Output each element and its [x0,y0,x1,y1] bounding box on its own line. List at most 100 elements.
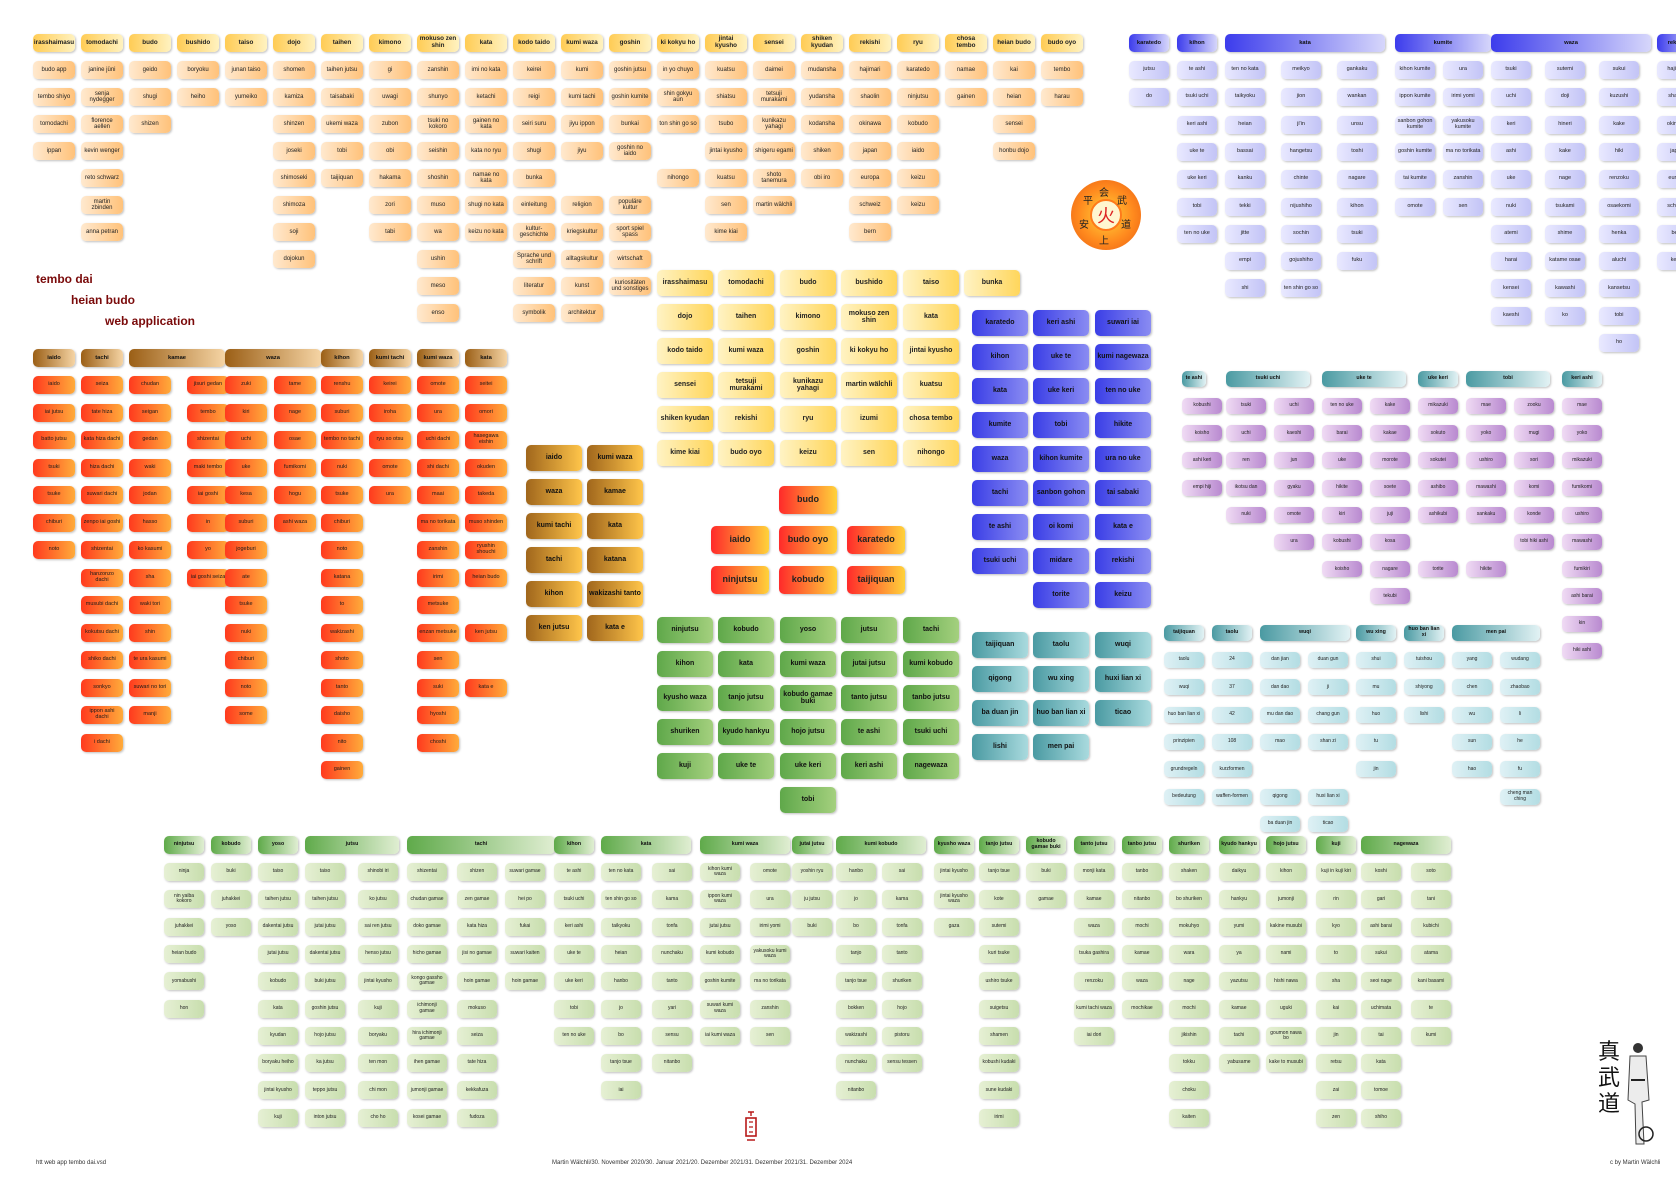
tile-keri-ashi[interactable]: keri ashi [841,753,897,779]
tile-sensei[interactable]: sensei [657,372,713,398]
tile-kaiten[interactable]: kaiten [1169,1108,1209,1127]
tile-kongo-gassho-gamae[interactable]: kongo gassho gamae [407,972,447,991]
tile-uke[interactable]: uke [1491,170,1531,189]
header-nagewaza[interactable]: nagewaza [1361,836,1451,854]
tile-jo[interactable]: jo [601,999,641,1018]
tile-unsu[interactable]: unsu [1337,115,1377,134]
tile-nagare[interactable]: nagare [1337,170,1377,189]
tile-uguki[interactable]: uguki [1266,999,1306,1018]
tile-tsuki[interactable]: tsuki [1226,398,1266,414]
tile-tsuki[interactable]: tsuki [1491,61,1531,79]
tile-obi-iro[interactable]: obi iro [801,169,843,187]
header-shiken-kyudan[interactable]: shiken kyudan [801,34,843,52]
tile-jogeburi[interactable]: jogeburi [225,541,267,559]
tile-architektur[interactable]: architektur [561,304,603,322]
tile-bunka[interactable]: bunka [964,270,1020,296]
tile-waki-tori[interactable]: waki tori [129,596,171,614]
header-kimono[interactable]: kimono [369,34,411,52]
tile-jisi-no-gamae[interactable]: jisi no gamae [457,944,497,963]
tile-heian-budo[interactable]: heian budo [465,568,507,587]
header-wu-xing[interactable]: wu xing [1356,625,1396,641]
tile-tobi[interactable]: tobi [1599,306,1639,325]
tile-kai[interactable]: kai [1316,999,1356,1018]
tile-ura[interactable]: ura [417,403,459,422]
tile-monji-kata[interactable]: monji kata [1074,863,1114,881]
tile-qigong[interactable]: qigong [972,666,1028,692]
tile-budo[interactable]: budo [780,270,836,296]
tile-uchi[interactable]: uchi [1274,398,1314,414]
tile-zanshin[interactable]: zanshin [1443,170,1483,189]
header-mokuso-zen-shin[interactable]: mokuso zen shin [417,34,459,52]
tile-keizu[interactable]: keizu [1095,582,1151,608]
tile-martin-wälchli[interactable]: martin wälchli [753,196,795,214]
tile-seoi-nage[interactable]: seoi nage [1361,972,1401,991]
tile-kodo-taido[interactable]: kodo taido [657,338,713,364]
tile-taiso[interactable]: taiso [903,270,959,296]
tile-irimi-yomi[interactable]: irimi yomi [1443,88,1483,107]
header-kuji[interactable]: kuji [1316,836,1356,854]
tile-shi[interactable]: shi [1225,279,1265,298]
tile-jintai-kyusho[interactable]: jintai kyusho [358,972,398,991]
tile-nuki[interactable]: nuki [1491,197,1531,216]
tile-wankan[interactable]: wankan [1337,88,1377,107]
tile-kihon[interactable]: kihon [657,651,713,677]
tile-ten-no-uke[interactable]: ten no uke [1322,398,1362,414]
tile-yoso[interactable]: yoso [780,617,836,643]
header-kihon[interactable]: kihon [554,836,594,854]
tile-duan-gun[interactable]: duan gun [1308,652,1348,668]
tile-hanbo[interactable]: hanbo [836,863,876,881]
tile-shimoza[interactable]: shimoza [273,196,315,214]
tile-kata-hiza-dachi[interactable]: kata hiza dachi [81,431,123,449]
tile-katana[interactable]: katana [321,568,363,587]
tile-kata-e[interactable]: kata e [465,678,507,697]
tile-te-ashi[interactable]: te ashi [972,514,1028,540]
tile-yudansha[interactable]: yudansha [801,88,843,106]
header-karatedo[interactable]: karatedo [1129,34,1169,52]
tile-108[interactable]: 108 [1212,733,1252,750]
header-ninjutsu[interactable]: ninjutsu [164,836,204,854]
tile-tonfa[interactable]: tonfa [652,917,692,936]
header-kata[interactable]: kata [465,34,507,52]
header-rekishi[interactable]: rekishi [1657,34,1676,52]
tile-chiburi[interactable]: chiburi [33,513,75,532]
tile-doko-gamae[interactable]: doko gamae [407,917,447,936]
tile-gi[interactable]: gi [369,61,411,79]
tile-iroha[interactable]: iroha [369,403,411,422]
tile-te-ashi[interactable]: te ashi [841,719,897,745]
tile-waza[interactable]: waza [1074,917,1114,936]
tile-iai-goshi-seiza[interactable]: iai goshi seiza [187,568,229,587]
tile-nuki[interactable]: nuki [1226,506,1266,523]
header-rekishi[interactable]: rekishi [849,34,891,52]
tile-kuji[interactable]: kuji [657,753,713,779]
tile-kata-no-ryu[interactable]: kata no ryu [465,142,507,160]
tile-sonkyo[interactable]: sonkyo [81,678,123,697]
tile-iai-kumi-waza[interactable]: iai kumi waza [700,1026,740,1045]
tile-ton-shin-go-so[interactable]: ton shin go so [657,115,699,133]
tile-okinawa[interactable]: okinawa [849,115,891,133]
tile-wirtschaft[interactable]: wirtschaft [609,250,651,268]
tile-uke[interactable]: uke [225,458,267,477]
tile-juhakkei[interactable]: juhakkei [164,917,204,936]
tile-tembo-no-tachi[interactable]: tembo no tachi [321,431,363,449]
core-kobudo[interactable]: kobudo [779,566,837,594]
tile-ho[interactable]: ho [1599,334,1639,352]
tile-sen[interactable]: sen [705,196,747,214]
tile-te-ura-kasumi[interactable]: te ura kasumi [129,651,171,669]
tile-dakentai-jutsu[interactable]: dakentai jutsu [258,917,298,936]
tile-kobushi[interactable]: kobushi [1322,534,1362,550]
tile-kihon-kumite[interactable]: kihon kumite [1033,446,1089,472]
tile-tanto[interactable]: tanto [321,678,363,697]
header-tobi[interactable]: tobi [1466,371,1550,387]
tile-sensu[interactable]: sensu [652,1026,692,1045]
tile-jumonji-gamae[interactable]: jumonji gamae [407,1081,447,1100]
tile-grundregeln[interactable]: grundregeln [1164,761,1204,778]
header-kihon[interactable]: kihon [1177,34,1217,52]
header-yoso[interactable]: yoso [258,836,298,854]
tile-ten-no-uke[interactable]: ten no uke [554,1026,594,1045]
tile-iai-dori[interactable]: iai dori [1074,1026,1114,1045]
tile-hicho-gamae[interactable]: hicho gamae [407,944,447,963]
tile-daisho[interactable]: daisho [321,706,363,724]
tile-kime-kiai[interactable]: kime kiai [657,440,713,466]
header-taihen[interactable]: taihen [321,34,363,52]
tile-europa[interactable]: europa [849,169,891,187]
